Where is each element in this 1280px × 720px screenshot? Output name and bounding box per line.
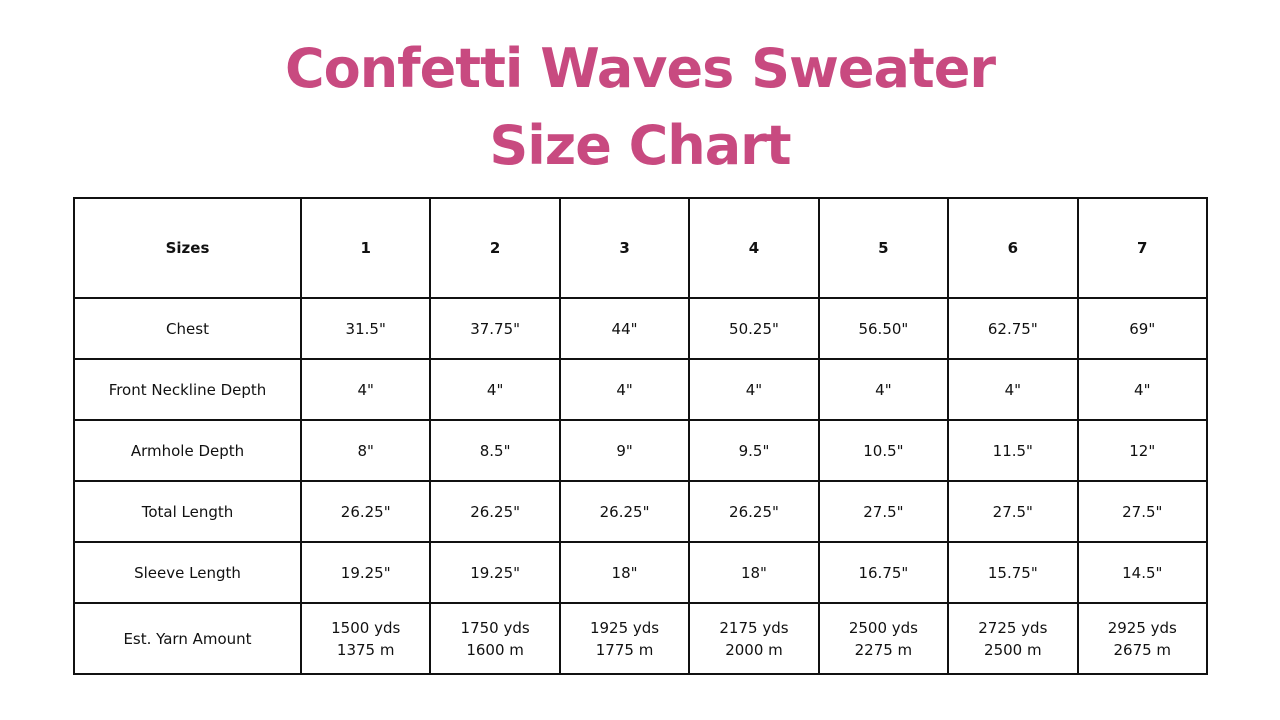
- cell: 8.5": [429, 419, 561, 482]
- table-row: Front Neckline Depth 4" 4" 4" 4" 4" 4" 4": [73, 358, 1209, 421]
- cell: 4": [558, 358, 691, 421]
- cell: 2500 yds 2275 m: [817, 602, 950, 675]
- title-line: Confetti Waves Sweater: [285, 37, 996, 100]
- cell: 44": [558, 297, 691, 360]
- header-cell: 6: [947, 197, 1079, 299]
- row-label: Est. Yarn Amount: [73, 602, 302, 675]
- cell: 27.5": [817, 480, 950, 543]
- cell-line: 2675 m: [1113, 640, 1172, 659]
- cell: 8": [299, 419, 432, 482]
- title-line: Size Chart: [489, 114, 791, 177]
- header-cell: Sizes: [73, 197, 302, 299]
- header-cell: 5: [817, 197, 950, 299]
- cell-line: 1600 m: [466, 640, 524, 659]
- cell: 4": [299, 358, 432, 421]
- cell: 26.25": [558, 480, 691, 543]
- cell: 62.75": [947, 297, 1079, 360]
- cell: 1925 yds 1775 m: [558, 602, 691, 675]
- cell: 4": [688, 358, 820, 421]
- cell-line: 1925 yds: [589, 618, 660, 637]
- cell: 4": [429, 358, 561, 421]
- cell: 37.75": [429, 297, 561, 360]
- cell: 26.25": [688, 480, 820, 543]
- header-cell: 3: [558, 197, 691, 299]
- cell: 11.5": [947, 419, 1079, 482]
- cell: 69": [1076, 297, 1209, 360]
- header-cell: 2: [429, 197, 561, 299]
- cell: 27.5": [947, 480, 1079, 543]
- header-cell: 1: [299, 197, 432, 299]
- header-cell: 7: [1076, 197, 1209, 299]
- cell-line: 2925 yds: [1107, 618, 1177, 637]
- cell: 26.25": [429, 480, 561, 543]
- table-row: Sleeve Length 19.25" 19.25" 18" 18" 16.75" 15.…: [73, 541, 1209, 604]
- cell-line: 2275 m: [854, 640, 913, 659]
- cell-line: 1375 m: [336, 640, 395, 659]
- cell-line: 2000 m: [725, 640, 783, 659]
- cell: 27.5": [1076, 480, 1209, 543]
- cell: 1750 yds 1600 m: [429, 602, 561, 675]
- cell: 18": [558, 541, 691, 604]
- row-label: Front Neckline Depth: [73, 358, 302, 421]
- size-table: Sizes 1 2 3 4 5 6 7 Chest 31.5" 37.75" 44" 50.25" 56.…: [73, 197, 1209, 675]
- row-label: Armhole Depth: [73, 419, 302, 482]
- cell-line: 1500 yds: [331, 618, 401, 637]
- cell-line: 1750 yds: [460, 618, 530, 637]
- cell: 15.75": [947, 541, 1079, 604]
- table-row: Total Length 26.25" 26.25" 26.25" 26.25" 27.5…: [73, 480, 1209, 543]
- cell: 10.5": [817, 419, 950, 482]
- cell: 14.5": [1076, 541, 1209, 604]
- cell: 9": [558, 419, 691, 482]
- cell: 2925 yds 2675 m: [1076, 602, 1209, 675]
- title: Confetti Waves Sweater Size Chart: [0, 30, 1280, 184]
- cell-line: 2175 yds: [719, 618, 789, 637]
- cell: 50.25": [688, 297, 820, 360]
- header-cell: 4: [688, 197, 820, 299]
- row-label: Sleeve Length: [73, 541, 302, 604]
- cell: 4": [1076, 358, 1209, 421]
- cell-line: 1775 m: [595, 640, 654, 659]
- cell-line: 2725 yds: [978, 618, 1048, 637]
- cell: 18": [688, 541, 820, 604]
- cell-line: 2500 yds: [848, 618, 918, 637]
- row-label: Total Length: [73, 480, 302, 543]
- cell: 19.25": [429, 541, 561, 604]
- cell: 9.5": [688, 419, 820, 482]
- table-row: Est. Yarn Amount 1500 yds 1375 m 1750 yds 16…: [73, 602, 1209, 675]
- header-row: Sizes 1 2 3 4 5 6 7: [73, 197, 1209, 299]
- cell: 16.75": [817, 541, 950, 604]
- cell: 12": [1076, 419, 1209, 482]
- cell: 1500 yds 1375 m: [299, 602, 432, 675]
- cell: 2175 yds 2000 m: [688, 602, 820, 675]
- row-label: Chest: [73, 297, 302, 360]
- cell: 4": [817, 358, 950, 421]
- table-row: Armhole Depth 8" 8.5" 9" 9.5" 10.5" 11.5" 12": [73, 419, 1209, 482]
- cell: 31.5": [299, 297, 432, 360]
- cell: 2725 yds 2500 m: [947, 602, 1079, 675]
- cell: 56.50": [817, 297, 950, 360]
- cell: 19.25": [299, 541, 432, 604]
- cell-line: 2500 m: [984, 640, 1042, 659]
- cell: 4": [947, 358, 1079, 421]
- cell: 26.25": [299, 480, 432, 543]
- table-row: Chest 31.5" 37.75" 44" 50.25" 56.50" 62.75" 69": [73, 297, 1209, 360]
